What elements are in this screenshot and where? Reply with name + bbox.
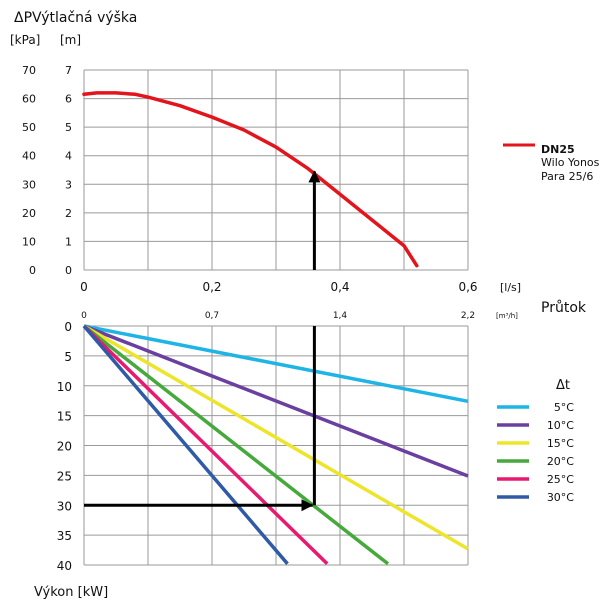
m-tick-label: 1 — [65, 235, 72, 248]
legend-dt-label: 25°C — [547, 473, 574, 486]
legend-pump-name: DN25 — [541, 143, 575, 156]
kpa-tick-label: 50 — [22, 121, 36, 134]
kpa-tick-label: 40 — [22, 150, 36, 163]
power-line-30c — [82, 324, 289, 565]
power-line-10c — [83, 324, 469, 478]
m-tick-label: 2 — [65, 207, 72, 220]
power-line-5c — [83, 324, 469, 404]
flow-m3h-tick-label: 1,4 — [333, 311, 348, 321]
power-tick-label: 5 — [64, 350, 72, 364]
reading-arrows — [84, 170, 321, 512]
power-tick-label: 15 — [57, 410, 72, 424]
top-plot-grid — [83, 69, 469, 271]
legend-dt-label: 5°C — [554, 401, 574, 414]
kpa-tick-label: 0 — [29, 264, 36, 277]
power-line-20c — [82, 324, 390, 566]
flow-axis-ticks: 0 0,2 0,4 0,6 0 0,7 1,4 2,2 — [80, 280, 477, 321]
legend-dt-label: 20°C — [547, 455, 574, 468]
kpa-unit-label: [kPa] — [10, 33, 40, 47]
power-tick-label: 0 — [64, 320, 72, 334]
m-tick-label: 5 — [65, 121, 72, 134]
kpa-tick-label: 60 — [22, 93, 36, 106]
chart-title: ΔPVýtlačná výška — [14, 10, 137, 26]
bottom-plot-grid — [83, 325, 469, 566]
legend-dt-label: 30°C — [547, 491, 574, 504]
legend-dt-label: 15°C — [547, 437, 574, 450]
power-tick-label: 20 — [57, 440, 72, 454]
legend-dt-title: Δt — [556, 378, 570, 393]
kpa-tick-label: 70 — [22, 64, 36, 77]
legend-pump-line1: Wilo Yonos — [541, 156, 600, 169]
power-axis-label: Výkon [kW] — [34, 585, 108, 600]
power-tick-label: 25 — [57, 469, 72, 483]
flow-ls-tick-label: 0,2 — [202, 280, 221, 294]
m-unit-label: [m] — [60, 33, 81, 47]
m-tick-label: 7 — [65, 64, 72, 77]
power-lines-layer — [82, 324, 469, 566]
kpa-tick-label: 20 — [22, 207, 36, 220]
pump-curve-layer — [82, 91, 419, 268]
flow-ls-unit: [l/s] — [500, 281, 521, 294]
m-tick-label: 0 — [65, 264, 72, 277]
flow-ls-tick-label: 0,6 — [458, 280, 477, 294]
power-tick-label: 40 — [57, 559, 72, 573]
power-tick-label: 35 — [57, 529, 72, 543]
m-tick-label: 6 — [65, 93, 72, 106]
flow-ls-tick-label: 0 — [80, 280, 88, 294]
flow-ls-tick-label: 0,4 — [330, 280, 349, 294]
power-tick-label: 30 — [57, 499, 72, 513]
kpa-tick-label: 10 — [22, 235, 36, 248]
flow-axis-label: Průtok — [541, 300, 587, 316]
power-line-25c — [82, 324, 329, 566]
flow-m3h-tick-label: 2,2 — [461, 311, 475, 321]
m-tick-label: 4 — [65, 150, 72, 163]
legend-dt-label: 10°C — [547, 419, 574, 432]
flow-m3h-tick-label: 0 — [81, 311, 87, 321]
kpa-tick-label: 30 — [22, 178, 36, 191]
power-tick-label: 10 — [57, 380, 72, 394]
legend-dt: 5°C 10°C 15°C 20°C 25°C 30°C — [497, 401, 574, 504]
bottom-plot-ticks: 0 5 10 15 20 25 30 35 40 — [57, 320, 72, 573]
flow-m3h-tick-label: 0,7 — [205, 311, 219, 321]
power-line-15c — [83, 324, 469, 551]
m-tick-label: 3 — [65, 178, 72, 191]
flow-m3h-unit: [m³/h] — [496, 312, 518, 320]
pump-curve-dn25 — [82, 91, 419, 268]
legend-pump-line2: Para 25/6 — [541, 170, 593, 183]
